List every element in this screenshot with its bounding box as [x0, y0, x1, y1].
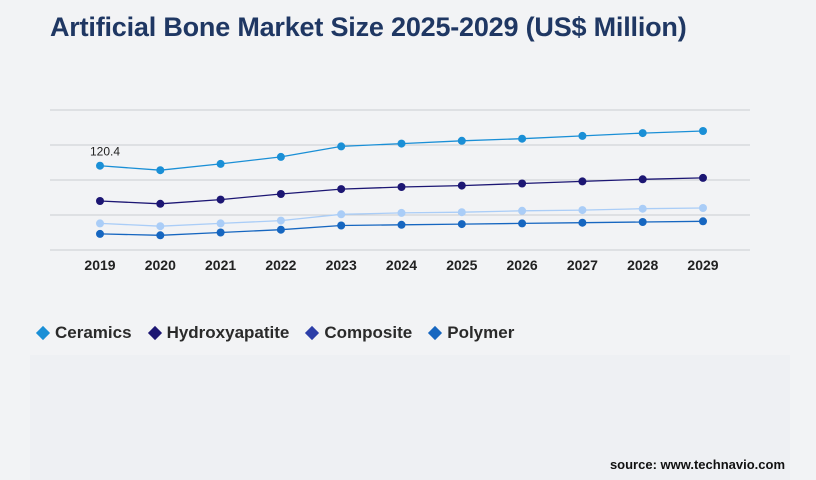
data-point-ceramics — [638, 129, 647, 138]
x-tick-label: 2026 — [507, 257, 538, 273]
data-point-composite — [216, 219, 225, 228]
data-point-hydroxyapatite — [699, 173, 707, 182]
data-point-hydroxyapatite — [337, 185, 346, 194]
legend-label: Ceramics — [55, 323, 132, 342]
data-point-polymer — [578, 218, 587, 227]
data-point-ceramics — [96, 161, 104, 170]
x-tick-label: 2028 — [627, 257, 658, 273]
x-tick-label: 2027 — [567, 257, 598, 273]
data-point-hydroxyapatite — [216, 195, 225, 204]
data-point-composite — [397, 208, 406, 217]
data-point-hydroxyapatite — [457, 181, 466, 190]
data-point-ceramics — [276, 152, 285, 161]
data-point-polymer — [699, 217, 707, 226]
data-point-polymer — [337, 221, 346, 230]
series-line-ceramics — [99, 130, 704, 171]
data-point-composite — [699, 204, 707, 212]
data-point-composite — [638, 204, 647, 213]
data-point-hydroxyapatite — [518, 179, 527, 188]
data-point-ceramics — [156, 166, 165, 175]
data-point-composite — [276, 216, 285, 225]
legend-marker-icon — [428, 325, 443, 341]
x-tick-label: 2023 — [326, 257, 357, 273]
legend-label: Hydroxyapatite — [166, 323, 290, 342]
data-point-hydroxyapatite — [276, 190, 285, 198]
data-point-ceramics — [699, 127, 707, 135]
data-point-ceramics — [457, 136, 466, 145]
chart-title: Artificial Bone Market Size 2025-2029 (U… — [50, 12, 687, 42]
data-point-ceramics — [216, 159, 225, 168]
legend-label: Polymer — [447, 323, 515, 342]
data-point-polymer — [156, 231, 165, 240]
x-tick-label: 2022 — [265, 257, 296, 273]
data-label: 120.4 — [90, 145, 120, 159]
data-point-hydroxyapatite — [96, 197, 104, 205]
data-point-polymer — [216, 228, 225, 237]
x-tick-label: 2019 — [84, 257, 115, 273]
data-point-composite — [337, 210, 346, 219]
data-point-ceramics — [578, 131, 587, 140]
data-point-ceramics — [518, 134, 527, 143]
data-point-polymer — [518, 219, 527, 228]
data-point-hydroxyapatite — [578, 177, 587, 186]
line-chart: 2019 2020 2021 2022 2023 2024 2025 2026 2027 2028… — [50, 109, 750, 273]
data-point-hydroxyapatite — [397, 183, 406, 191]
chart-legend: Ceramics Hydroxyapatite Composite Polyme… — [35, 323, 515, 343]
data-point-hydroxyapatite — [638, 175, 647, 184]
legend-marker-icon — [35, 325, 51, 341]
data-point-polymer — [276, 225, 285, 234]
data-point-composite — [518, 206, 527, 215]
data-point-polymer — [96, 229, 104, 238]
legend-label: Composite — [324, 323, 413, 342]
data-point-composite — [457, 208, 466, 217]
x-tick-label: 2024 — [386, 257, 417, 273]
legend-marker-icon — [305, 325, 320, 341]
data-point-composite — [96, 219, 104, 228]
legend-item-composite[interactable]: Composite — [305, 323, 413, 343]
legend-marker-icon — [147, 325, 162, 341]
x-tick-label: 2029 — [687, 257, 718, 273]
x-tick-label: 2025 — [446, 257, 477, 273]
data-point-polymer — [638, 218, 647, 226]
data-point-composite — [578, 206, 587, 215]
data-point-hydroxyapatite — [156, 199, 165, 208]
data-point-ceramics — [397, 139, 406, 148]
legend-item-hydroxyapatite[interactable]: Hydroxyapatite — [147, 323, 290, 343]
legend-item-ceramics[interactable]: Ceramics — [35, 323, 132, 343]
x-tick-label: 2021 — [205, 257, 236, 273]
source-credit: source: www.technavio.com — [609, 457, 785, 472]
legend-item-polymer[interactable]: Polymer — [428, 323, 515, 343]
data-point-composite — [156, 222, 165, 231]
data-point-polymer — [457, 220, 466, 229]
x-tick-label: 2020 — [145, 257, 176, 273]
data-point-polymer — [397, 220, 406, 229]
legend-panel-background — [30, 355, 790, 480]
data-point-ceramics — [337, 142, 346, 151]
